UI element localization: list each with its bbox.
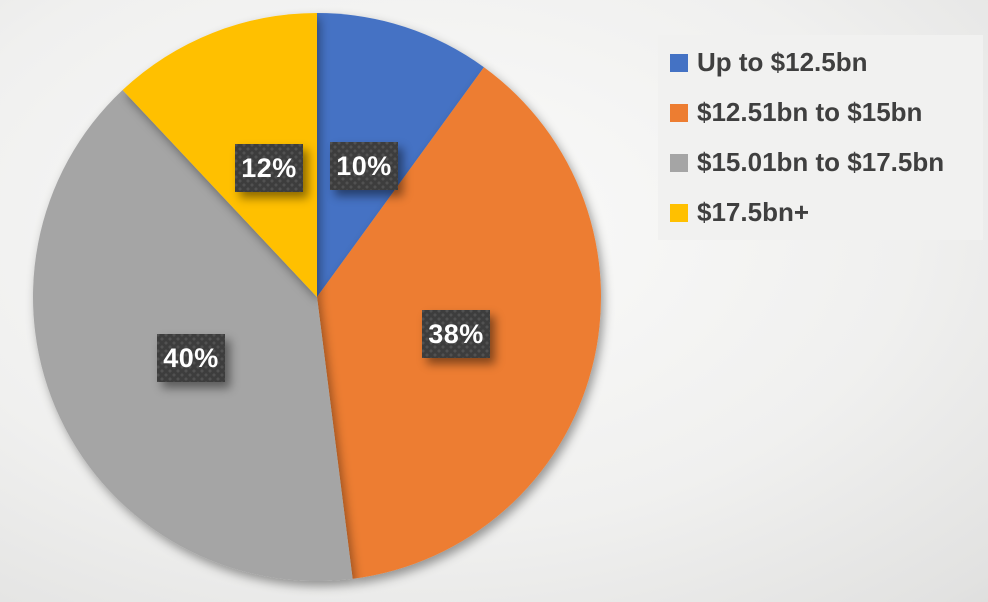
chart-legend: Up to $12.5bn $12.51bn to $15bn $15.01bn… <box>658 35 983 240</box>
pie-data-label[interactable]: 38% <box>422 310 490 358</box>
legend-item[interactable]: $12.51bn to $15bn <box>670 88 983 138</box>
legend-label: $17.5bn+ <box>697 197 810 227</box>
legend-swatch-icon <box>670 203 688 222</box>
legend-item[interactable]: $17.5bn+ <box>670 188 983 238</box>
legend-swatch-icon <box>670 103 688 122</box>
pie-slice-3[interactable] <box>122 13 317 297</box>
legend-item[interactable]: Up to $12.5bn <box>670 38 983 88</box>
pie-slice-0[interactable] <box>317 13 484 297</box>
pie-data-label[interactable]: 12% <box>235 144 303 192</box>
legend-swatch-icon <box>670 53 688 72</box>
legend-label: Up to $12.5bn <box>697 47 868 77</box>
pie-data-label[interactable]: 10% <box>330 142 398 190</box>
pie-data-label[interactable]: 40% <box>157 334 225 382</box>
legend-label: $12.51bn to $15bn <box>697 97 923 127</box>
legend-item[interactable]: $15.01bn to $17.5bn <box>670 138 983 188</box>
legend-swatch-icon <box>670 153 688 172</box>
legend-label: $15.01bn to $17.5bn <box>697 147 945 177</box>
